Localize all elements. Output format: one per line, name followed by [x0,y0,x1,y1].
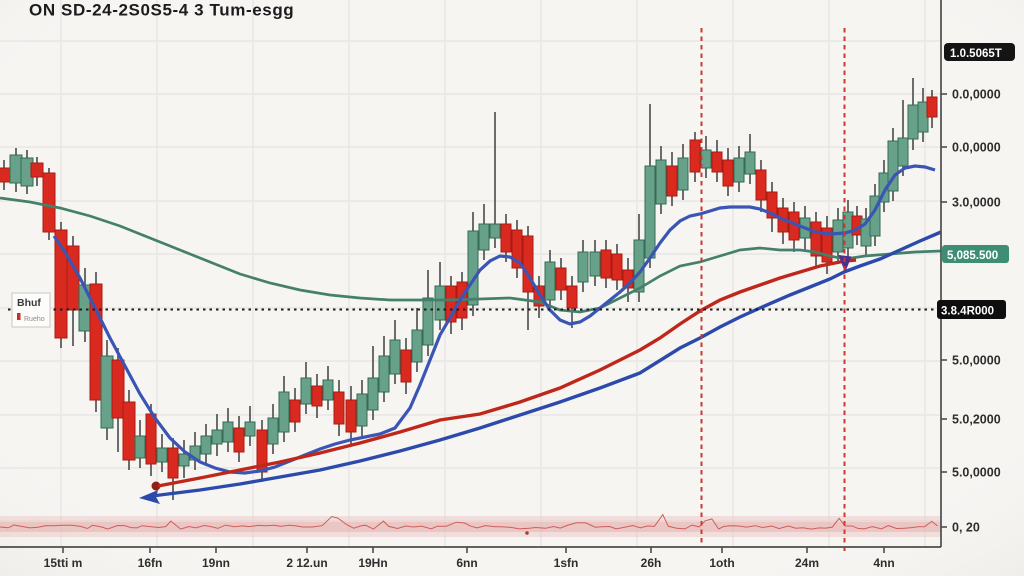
svg-text:0.0,0000: 0.0,0000 [952,141,1001,155]
svg-text:19Hn: 19Hn [358,556,387,570]
svg-text:26h: 26h [641,556,662,570]
svg-text:5.0,0000: 5.0,0000 [952,466,1001,480]
svg-text:ON SD-24-2S0S5-4 3 Tum-esgg: ON SD-24-2S0S5-4 3 Tum-esgg [29,1,294,20]
svg-text:3.8.4R000: 3.8.4R000 [941,306,994,318]
svg-text:Bhuf: Bhuf [17,297,41,309]
svg-text:19nn: 19nn [202,556,230,570]
svg-text:0.0,0000: 0.0,0000 [952,88,1001,102]
svg-text:16fn: 16fn [138,556,163,570]
svg-text:4nn: 4nn [873,556,894,570]
svg-text:1oth: 1oth [709,556,734,570]
svg-text:Rueho: Rueho [24,316,45,323]
svg-text:24m: 24m [795,556,819,570]
svg-text:3.0,0000: 3.0,0000 [952,196,1001,210]
svg-text:5.0,2000: 5.0,2000 [952,413,1001,427]
svg-text:0, 20: 0, 20 [952,521,980,535]
svg-text:1.0.5065T: 1.0.5065T [950,48,1002,60]
svg-text:6nn: 6nn [456,556,477,570]
svg-text:5,085.500: 5,085.500 [947,250,998,262]
svg-text:15tti m: 15tti m [44,556,83,570]
svg-text:1sfn: 1sfn [554,556,579,570]
svg-text:2 12.un: 2 12.un [286,556,327,570]
svg-text:5.0,0000: 5.0,0000 [952,354,1001,368]
